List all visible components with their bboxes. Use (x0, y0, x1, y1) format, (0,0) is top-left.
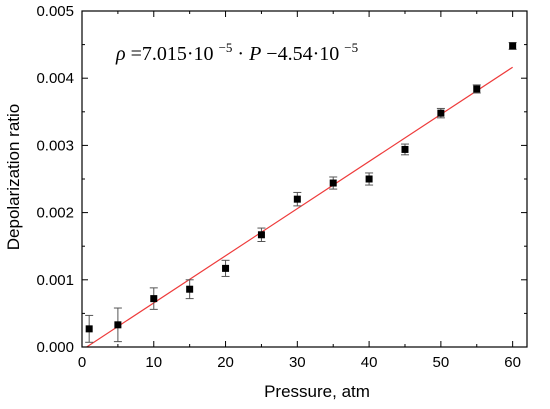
data-point (149, 287, 158, 310)
fit-equation: ρ =7.015·10 −5 · P −4.54·10 −5 (115, 35, 358, 65)
data-marker (114, 321, 122, 329)
data-marker (473, 85, 481, 93)
data-marker (150, 295, 158, 303)
data-point (472, 84, 481, 94)
data-point (221, 259, 230, 277)
equation-multiply: · (237, 43, 244, 65)
equation-variable: P (248, 43, 261, 65)
data-marker (401, 145, 409, 153)
x-tick-label: 0 (78, 354, 86, 371)
ticks: 0 10 20 30 40 50 60 0.000 0.001 0.002 0.003 0.004 0.… (36, 3, 527, 371)
x-tick-label: 30 (289, 354, 306, 371)
data-point (85, 314, 94, 343)
x-tick-label: 20 (217, 354, 234, 371)
data-marker (257, 231, 265, 239)
equation-symbol: ρ (115, 43, 126, 65)
data-point (400, 143, 409, 156)
data-marker (222, 264, 230, 272)
equation-coefficient: =7.015·10 (131, 43, 214, 65)
data-marker (509, 42, 517, 50)
y-tick-label: 0.005 (36, 3, 74, 20)
x-axis-title: Pressure, atm (264, 382, 370, 401)
data-point (113, 307, 122, 343)
y-tick-label: 0.000 (36, 339, 74, 356)
x-tick-label: 50 (433, 354, 450, 371)
data-point (257, 227, 266, 242)
x-tick-label: 60 (504, 354, 521, 371)
data-marker (293, 195, 301, 203)
x-tick-label: 10 (145, 354, 162, 371)
data-marker (365, 175, 373, 183)
data-point (436, 107, 445, 119)
data-marker (85, 325, 93, 333)
plot-area (85, 42, 517, 348)
y-axis-title: Depolarization ratio (4, 104, 23, 250)
equation-exponent-1: −5 (219, 40, 233, 55)
y-tick-label: 0.004 (36, 70, 74, 87)
data-marker (186, 285, 194, 293)
data-point (365, 172, 374, 186)
y-tick-label: 0.001 (36, 272, 74, 289)
data-point (508, 42, 517, 50)
equation-exponent-2: −5 (344, 40, 358, 55)
data-point (293, 191, 302, 207)
y-tick-label: 0.002 (36, 205, 74, 222)
data-marker (437, 109, 445, 117)
fit-line (86, 66, 513, 348)
x-tick-label: 40 (361, 354, 378, 371)
data-point (329, 176, 338, 190)
data-marker (329, 179, 337, 187)
equation-intercept: −4.54·10 (266, 43, 339, 65)
y-tick-label: 0.003 (36, 137, 74, 154)
data-point (185, 279, 194, 300)
